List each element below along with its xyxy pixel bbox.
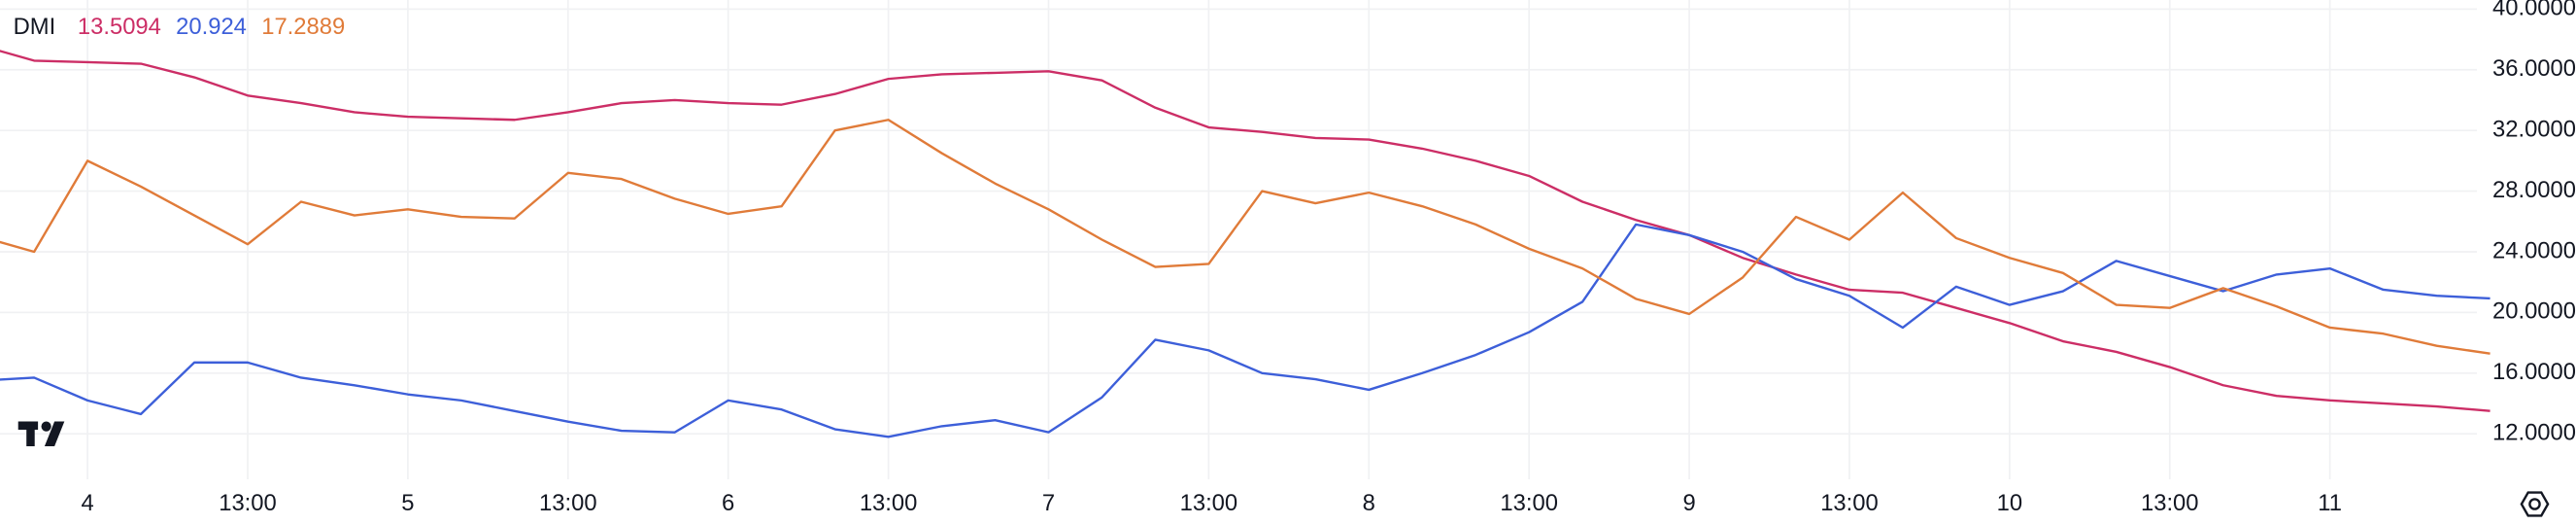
grid — [0, 0, 2477, 479]
x-tick-label: 10 — [1997, 490, 2022, 516]
series-line — [0, 50, 2491, 412]
x-tick-label: 13:00 — [539, 490, 597, 516]
legend-value: 13.5094 — [78, 14, 161, 40]
x-tick-label: 11 — [2318, 490, 2342, 516]
legend-value: 17.2889 — [261, 14, 345, 40]
x-tick-label: 4 — [81, 490, 93, 516]
x-tick-label: 13:00 — [219, 490, 277, 516]
x-tick-label: 7 — [1042, 490, 1055, 516]
settings-icon[interactable] — [2520, 491, 2550, 517]
x-tick-label: 13:00 — [1500, 490, 1558, 516]
y-tick-label: 40.0000 — [2492, 0, 2576, 21]
series-line — [0, 119, 2491, 355]
x-tick-label: 8 — [1363, 490, 1375, 516]
x-tick-label: 6 — [722, 490, 734, 516]
y-tick-label: 20.0000 — [2492, 298, 2576, 325]
x-tick-label: 13:00 — [1820, 490, 1879, 516]
x-tick-label: 13:00 — [860, 490, 918, 516]
y-tick-label: 24.0000 — [2492, 237, 2576, 263]
y-tick-label: 36.0000 — [2492, 55, 2576, 82]
x-tick-label: 9 — [1682, 490, 1695, 516]
legend-value: 20.924 — [176, 14, 247, 40]
x-tick-label: 13:00 — [2141, 490, 2199, 516]
tv-logo — [17, 421, 65, 446]
x-tick-label: 13:00 — [1180, 490, 1238, 516]
series-line — [0, 223, 2491, 438]
y-tick-label: 16.0000 — [2492, 359, 2576, 385]
y-tick-label: 32.0000 — [2492, 116, 2576, 142]
y-tick-label: 28.0000 — [2492, 177, 2576, 203]
x-tick-label: 5 — [401, 490, 414, 516]
y-tick-label: 12.0000 — [2492, 419, 2576, 445]
chart-title: DMI — [14, 14, 56, 40]
